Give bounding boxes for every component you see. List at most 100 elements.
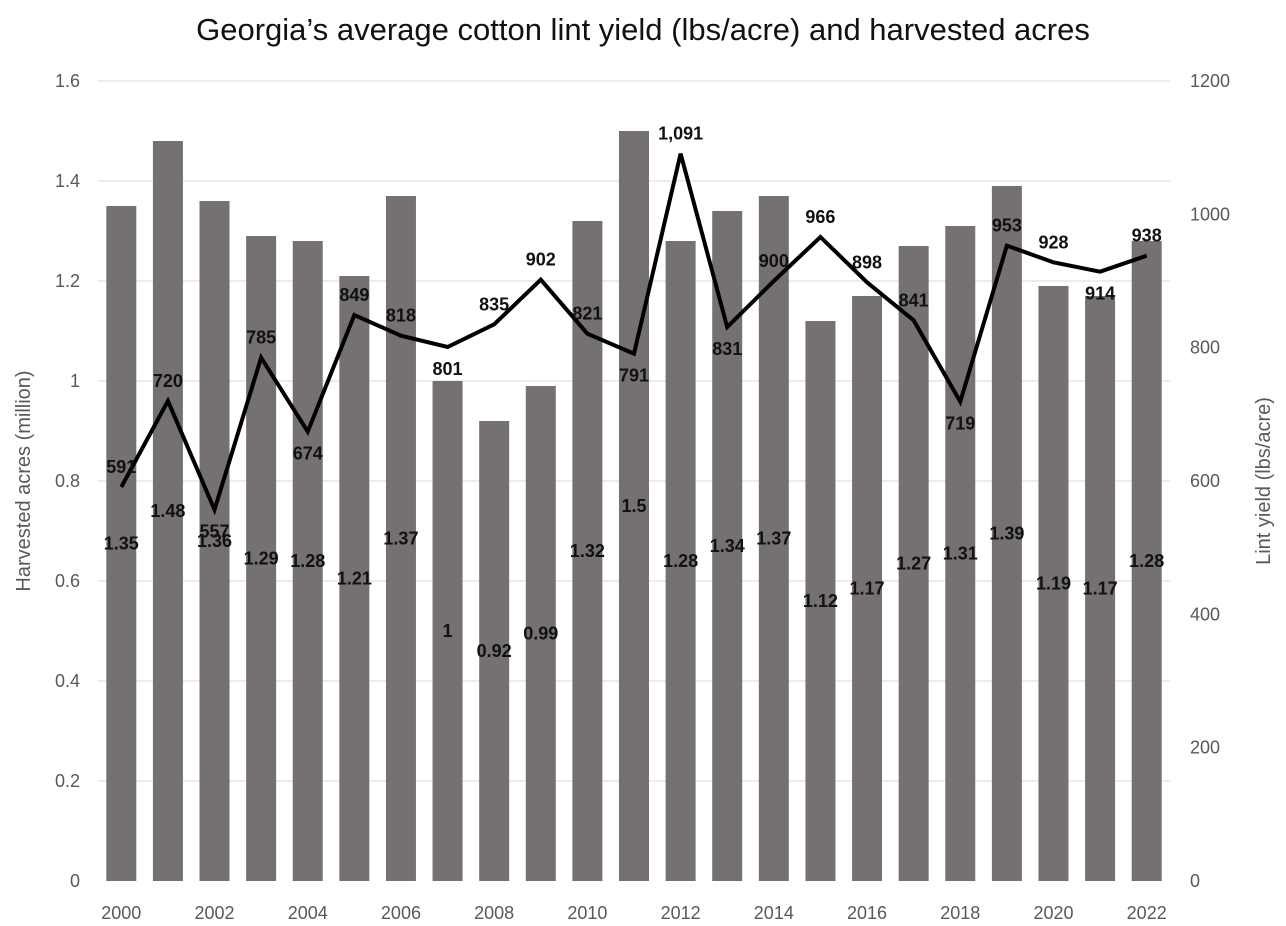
bar-data-label: 1.35: [104, 534, 139, 554]
bar: [152, 141, 183, 881]
bar: [339, 276, 370, 881]
x-tick-label: 2018: [940, 903, 980, 923]
bar-data-label: 1.28: [1129, 551, 1164, 571]
line-data-label: 591: [106, 457, 136, 477]
bar: [619, 131, 649, 881]
line-data-label: 831: [712, 339, 742, 359]
line-data-label: 720: [153, 371, 183, 391]
line-data-label: 966: [805, 207, 835, 227]
line-data-label: 841: [899, 290, 929, 310]
bar: [525, 386, 556, 881]
bar-data-label: 1.17: [1083, 579, 1118, 599]
y-tick-label: 0: [70, 871, 80, 891]
y2-tick-label: 0: [1190, 871, 1200, 891]
bar-data-label: 1.32: [570, 541, 605, 561]
bar-data-label: 1.5: [621, 496, 646, 516]
bar: [385, 196, 416, 881]
bar: [246, 236, 277, 881]
bar-data-label: 1.48: [150, 501, 185, 521]
bar: [292, 241, 323, 881]
x-tick-label: 2002: [194, 903, 234, 923]
x-tick-label: 2014: [754, 903, 794, 923]
bar: [1038, 286, 1069, 881]
x-tick-label: 2008: [474, 903, 514, 923]
line-data-label: 938: [1132, 226, 1162, 246]
line-data-label: 791: [619, 366, 649, 386]
line-data-label: 900: [759, 251, 789, 271]
bar-data-label: 1.34: [710, 536, 745, 556]
bar: [1131, 241, 1162, 881]
yield-line: [119, 153, 1148, 516]
line-data-label: 849: [339, 285, 369, 305]
bar-data-label: 1.29: [244, 549, 279, 569]
bar: [665, 241, 696, 881]
bar: [898, 246, 929, 881]
bar: [1085, 296, 1116, 881]
line-data-label: 821: [572, 304, 602, 324]
y2-tick-label: 800: [1190, 338, 1220, 358]
y2-tick-label: 600: [1190, 471, 1220, 491]
line-data-label: 818: [386, 306, 416, 326]
x-tick-label: 2006: [381, 903, 421, 923]
bar: [852, 296, 883, 881]
y-tick-label: 0.2: [55, 771, 80, 791]
x-tick-label: 2010: [567, 903, 607, 923]
bar: [758, 196, 789, 881]
bar-data-label: 1.28: [663, 551, 698, 571]
line-data-label: 898: [852, 252, 882, 272]
line-data-label: 557: [199, 522, 229, 542]
bar-data-label: 1.37: [756, 529, 791, 549]
bar-data-label: 1: [443, 621, 453, 641]
y-tick-label: 0.8: [55, 471, 80, 491]
x-tick-label: 2004: [288, 903, 328, 923]
line-data-label: 953: [992, 216, 1022, 236]
line-data-label: 835: [479, 294, 509, 314]
line-data-label: 1,091: [658, 124, 703, 144]
chart-title: Georgia’s average cotton lint yield (lbs…: [196, 12, 1090, 47]
line-data-label: 719: [945, 414, 975, 434]
x-tick-label: 2020: [1033, 903, 1073, 923]
x-tick-label: 2000: [101, 903, 141, 923]
y2-tick-label: 400: [1190, 604, 1220, 624]
bar-data-label: 1.27: [896, 554, 931, 574]
bar-data-label: 1.28: [290, 551, 325, 571]
bar: [479, 421, 510, 881]
x-tick-label: 2016: [847, 903, 887, 923]
line-data-label: 914: [1085, 284, 1115, 304]
y-tick-label: 1: [70, 371, 80, 391]
y2-tick-label: 200: [1190, 738, 1220, 758]
x-tick-label: 2022: [1127, 903, 1167, 923]
y-tick-label: 0.6: [55, 571, 80, 591]
bar-data-label: 1.19: [1036, 574, 1071, 594]
bar-data-label: 1.36: [197, 531, 232, 551]
bar-data-label: 1.21: [337, 569, 372, 589]
y2-tick-label: 1000: [1190, 204, 1230, 224]
line-data-label: 801: [433, 359, 463, 379]
y-tick-label: 1.4: [55, 171, 80, 191]
bar-data-label: 0.99: [523, 624, 558, 644]
y2-tick-label: 1200: [1190, 71, 1230, 91]
bar: [991, 186, 1022, 881]
bar: [945, 226, 976, 881]
x-tick-label: 2012: [661, 903, 701, 923]
bar: [805, 321, 836, 881]
line-data-label: 902: [526, 250, 556, 270]
y-tick-label: 1.6: [55, 71, 80, 91]
y-tick-label: 0.4: [55, 671, 80, 691]
bar-data-label: 1.12: [803, 591, 838, 611]
bar-data-label: 1.17: [850, 579, 885, 599]
line-data-label: 928: [1038, 232, 1068, 252]
line-data-label: 785: [246, 328, 276, 348]
bar-data-label: 0.92: [477, 641, 512, 661]
y-axis-title: Harvested acres (million): [13, 370, 35, 591]
line-data-label: 674: [293, 444, 323, 464]
bar-data-label: 1.37: [383, 529, 418, 549]
bar-data-label: 1.31: [943, 544, 978, 564]
bar: [199, 201, 230, 881]
bar: [432, 381, 463, 881]
bar: [106, 206, 137, 881]
bar-data-label: 1.39: [989, 524, 1024, 544]
y-tick-label: 1.2: [55, 271, 80, 291]
y2-axis-title: Lint yield (lbs/acre): [1253, 397, 1275, 565]
